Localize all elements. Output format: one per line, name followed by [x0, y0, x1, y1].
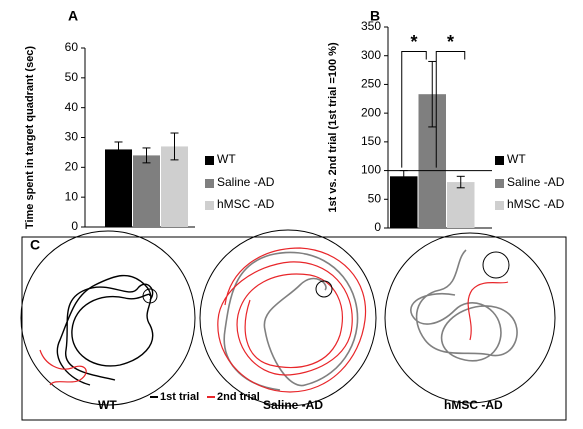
legend-label: hMSC -AD	[507, 197, 565, 211]
trial-path	[410, 249, 518, 362]
arena	[20, 230, 196, 406]
significance-mark: *	[410, 32, 417, 52]
legend-label: Saline -AD	[507, 175, 565, 189]
y-axis-label: 1st vs. 2nd trial (1st trial =100 %)	[327, 42, 339, 213]
trial-path	[467, 281, 509, 341]
legend-swatch	[205, 201, 214, 210]
arena-label: Saline -AD	[263, 398, 323, 412]
y-tick-label: 20	[65, 160, 79, 174]
legend-swatch	[495, 179, 504, 188]
legend-swatch	[495, 201, 504, 210]
significance-bracket	[401, 50, 427, 168]
bar	[105, 149, 132, 227]
y-tick-label: 350	[361, 19, 381, 33]
arena	[384, 232, 556, 404]
arena-label: WT	[98, 398, 117, 412]
error-bar	[170, 132, 179, 161]
panel-c-frame	[21, 236, 567, 421]
y-tick-label: 0	[71, 219, 78, 233]
y-tick-label: 300	[361, 48, 381, 62]
y-tick-label: 150	[361, 134, 381, 148]
legend-swatch	[205, 179, 214, 188]
y-tick-label: 40	[65, 100, 79, 114]
platform	[482, 251, 510, 279]
trial-path	[65, 283, 154, 381]
panel-label: B	[370, 8, 380, 24]
y-tick-label: 60	[65, 40, 79, 54]
bar	[390, 176, 418, 228]
panel-label: C	[30, 237, 40, 253]
trial-path	[39, 349, 87, 386]
legend-swatch	[495, 156, 504, 165]
arena	[199, 229, 377, 407]
legend-label: WT	[217, 152, 236, 166]
significance-bracket	[435, 50, 466, 168]
legend-label: 1st trial	[160, 391, 199, 403]
legend-label: 2nd trial	[217, 391, 260, 403]
legend-label: Saline -AD	[217, 175, 275, 189]
significance-mark: *	[447, 32, 454, 52]
bar	[447, 182, 475, 228]
platform	[315, 280, 333, 298]
y-tick-label: 50	[368, 191, 382, 205]
legend-label: hMSC -AD	[217, 197, 275, 211]
error-bar	[456, 175, 465, 189]
error-bar	[142, 147, 151, 164]
trial-path	[217, 247, 367, 393]
platform	[142, 288, 158, 304]
y-tick-label: 100	[361, 163, 381, 177]
y-tick-label: 50	[65, 70, 79, 84]
legend-label: WT	[507, 152, 526, 166]
legend-swatch	[205, 156, 214, 165]
trial-path	[223, 251, 359, 391]
bar	[133, 155, 160, 227]
y-tick-label: 0	[374, 220, 381, 234]
error-bar	[114, 141, 123, 158]
y-axis-label: Time spent in target quadrant (sec)	[24, 46, 36, 230]
y-tick-label: 10	[65, 189, 79, 203]
y-tick-label: 200	[361, 105, 381, 119]
panel-label: A	[68, 8, 78, 24]
y-tick-label: 250	[361, 77, 381, 91]
arena-label: hMSC -AD	[444, 398, 503, 412]
y-tick-label: 30	[65, 130, 79, 144]
error-bar	[428, 60, 437, 128]
